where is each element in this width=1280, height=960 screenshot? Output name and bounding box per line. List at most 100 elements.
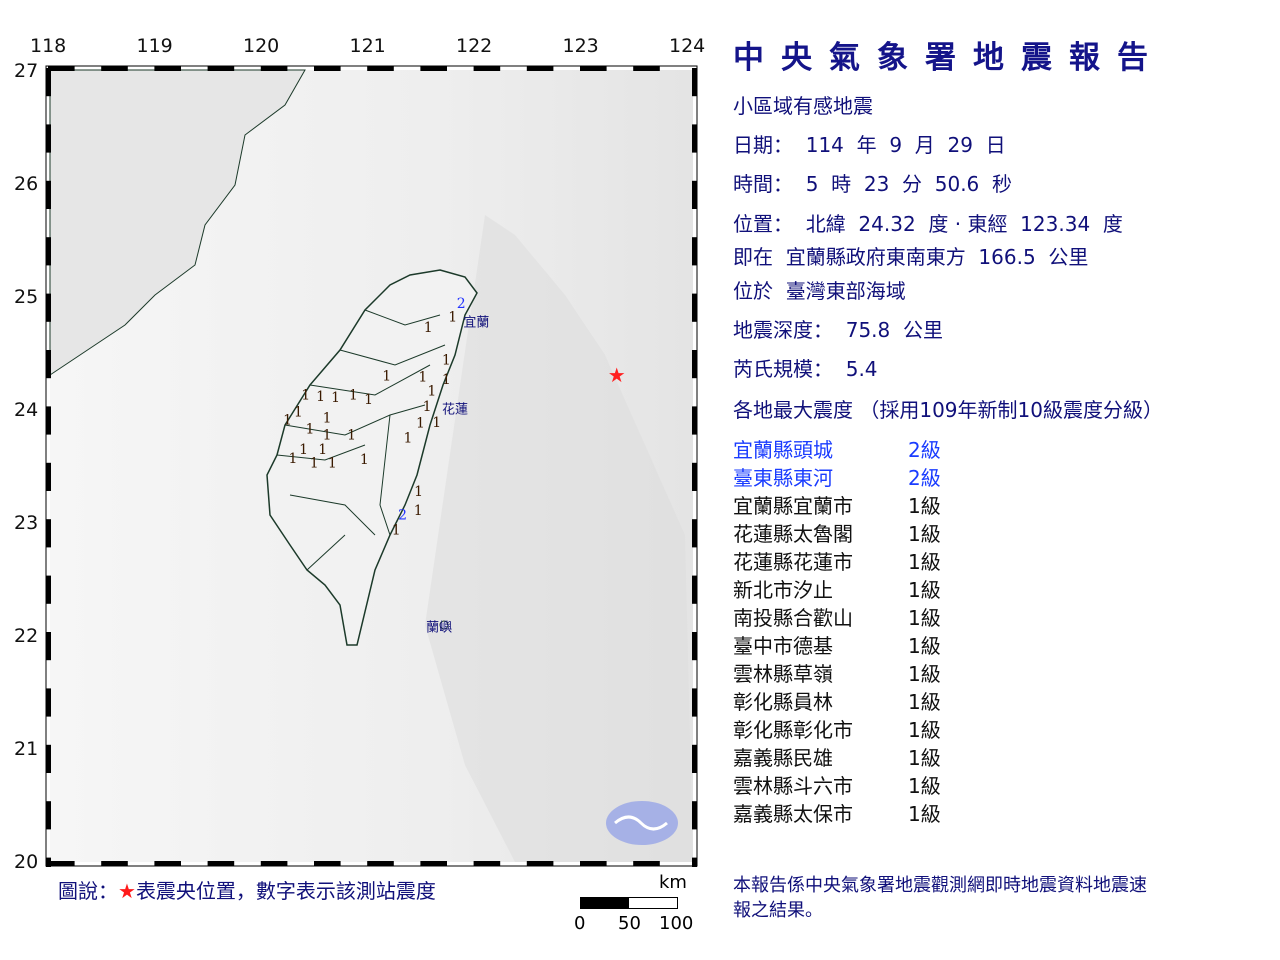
scale-label-100: 100 [659,913,694,934]
intensity-mark: 2 [398,507,407,523]
scale-label-50: 50 [618,913,641,934]
intensity-mark: 1 [301,388,310,404]
station-name: 彰化縣員林 [733,690,833,714]
intensity-mark: 1 [288,451,297,467]
intensity-mark: 2 [457,296,466,312]
intensity-mark: 1 [432,415,441,431]
lat-tick-label: 20 [14,851,39,873]
lat-tick-label: 22 [14,625,39,647]
station-row: 嘉義縣民雄 1級 [733,742,941,771]
station-level: 1級 [908,550,941,574]
legend-text: 表震央位置，數字表示該測站震度 [135,879,436,903]
intensity-mark: 1 [392,522,401,538]
station-name: 南投縣合歡山 [733,606,853,630]
intensity-mark: 1 [414,484,423,500]
intensity-mark: 1 [418,370,427,386]
intensity-mark: 1 [299,442,308,458]
report-time: 時間： 5 時 23 分 50.6 秒 [733,172,1012,196]
intensity-mark: 1 [442,372,451,388]
intensity-mark: 1 [448,310,457,326]
station-name: 新北市汐止 [733,578,833,602]
lon-tick-label: 123 [562,35,599,57]
taiwan-island [266,269,478,646]
intensity-mark: 1 [323,410,332,426]
intensity-mark: 1 [283,413,292,429]
report-date: 日期： 114 年 9 月 29 日 [733,133,1006,157]
station-level: 2級 [908,466,941,490]
station-name: 臺東縣東河 [733,466,833,490]
footer-note: 本報告係中央氣象署地震觀測網即時地震資料地震速報之結果。 [733,875,1147,921]
intensity-mark: 1 [423,399,432,415]
station-row: 嘉義縣太保市 1級 [733,798,941,827]
station-level: 1級 [908,662,941,686]
station-name: 嘉義縣太保市 [733,802,853,826]
map-frame [45,65,698,886]
scale-label-0: 0 [574,913,586,934]
scale-unit: km [659,872,687,893]
scale-bar [580,897,678,909]
lat-tick-label: 27 [14,60,39,82]
station-row: 彰化縣員林 1級 [733,686,941,715]
intensity-mark: 1 [404,431,413,447]
report-depth: 地震深度： 75.8 公里 [733,318,943,342]
station-name: 雲林縣斗六市 [733,774,853,798]
station-row: 新北市汐止 1級 [733,574,941,603]
station-name: 花蓮縣花蓮市 [733,550,853,574]
intensity-mark: 1 [427,383,436,399]
station-level: 2級 [908,438,941,462]
star-icon: ★ [118,879,136,903]
station-level: 1級 [908,746,941,770]
lat-tick-label: 24 [14,399,39,421]
intensity-mark: 1 [360,452,369,468]
station-level: 1級 [908,634,941,658]
station-level: 1級 [908,494,941,518]
station-level: 1級 [908,774,941,798]
intensity-mark: 1 [331,390,340,406]
station-row: 花蓮縣太魯閣 1級 [733,518,941,547]
intensity-mark: 1 [349,388,358,404]
intensity-mark: 1 [424,320,433,336]
county-borders [276,309,446,571]
intensity-mark: 1 [318,442,327,458]
intensity-mark: 1 [310,456,319,472]
station-level: 1級 [908,690,941,714]
lat-tick-label: 21 [14,738,39,760]
lon-tick-label: 118 [30,35,67,57]
intensity-mark: 1 [323,427,332,443]
place-label: 花蓮 [442,401,468,417]
lon-tick-label: 121 [349,35,386,57]
map: ★ 宜蘭 花蓮 蘭嶼 2 2 1 1 1 1 1 1 1 1 1 1 1 1 1 1 1 1 1 1 1 1 1 1 1 1 1 1 1 1 1 1 1 [45,65,698,886]
station-level: 1級 [908,606,941,630]
intensity-mark: 1 [382,368,391,384]
lon-tick-label: 120 [243,35,280,57]
station-name: 彰化縣彰化市 [733,718,853,742]
report-location: 位置： 北緯 24.32 度 · 東經 123.34 度 [733,212,1123,236]
seafloor-relief [425,215,693,862]
intensity-mark: 1 [414,503,423,519]
lat-tick-label: 23 [14,512,39,534]
station-name: 雲林縣草嶺 [733,662,833,686]
station-row: 雲林縣草嶺 1級 [733,658,941,687]
station-name: 宜蘭縣宜蘭市 [733,494,853,518]
intensity-heading: 各地最大震度 （採用109年新制10級震度分級） [733,398,1163,422]
station-row: 宜蘭縣頭城 2級 [733,434,941,463]
station-row: 雲林縣斗六市 1級 [733,770,941,799]
lon-tick-label: 122 [456,35,493,57]
place-label: 蘭嶼 [426,619,452,635]
station-name: 臺中市德基 [733,634,833,658]
intensity-mark: 1 [316,389,325,405]
page-title: 中央氣象署地震報告 [733,40,1165,76]
lanyu-island [439,620,449,630]
station-level: 1級 [908,522,941,546]
lon-tick-label: 124 [669,35,706,57]
station-row: 臺中市德基 1級 [733,630,941,659]
lat-tick-label: 25 [14,286,39,308]
intensity-mark: 1 [442,353,451,369]
report-magnitude: 芮氏規模： 5.4 [733,357,878,381]
station-row: 南投縣合歡山 1級 [733,602,941,631]
station-name: 宜蘭縣頭城 [733,438,833,462]
intensity-mark: 1 [364,392,373,408]
place-label: 宜蘭 [463,314,489,330]
report-type: 小區域有感地震 [733,94,873,118]
